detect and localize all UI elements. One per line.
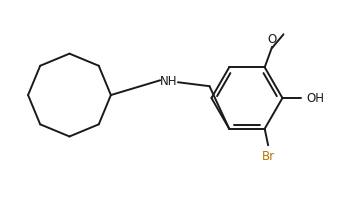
Text: O: O [267, 33, 277, 46]
Text: OH: OH [306, 91, 324, 105]
Text: NH: NH [160, 75, 178, 88]
Text: Br: Br [262, 150, 275, 163]
